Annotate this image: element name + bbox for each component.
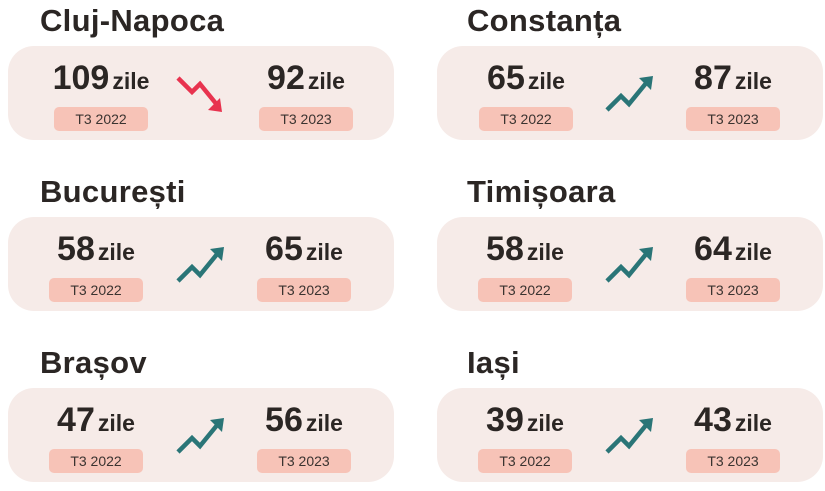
stat-unit: zile: [734, 410, 772, 436]
stat-before: 65 zile T3 2022: [466, 58, 586, 131]
period-badge: T3 2022: [49, 278, 143, 302]
stat-before: 58 zile T3 2022: [465, 229, 585, 302]
stat-card: 39 zile T3 2022 43 zile T3 2023: [437, 388, 823, 482]
trend-down-icon: [176, 76, 222, 112]
stat-number: 64: [694, 230, 732, 268]
stat-unit: zile: [527, 68, 565, 94]
stat-number: 58: [486, 230, 524, 268]
period-badge: T3 2023: [686, 449, 780, 473]
stat-unit: zile: [97, 410, 135, 436]
trend-up-icon: [176, 247, 224, 283]
stat-number: 58: [57, 230, 95, 268]
stat-before: 47 zile T3 2022: [36, 400, 156, 473]
stat-number: 47: [57, 401, 95, 439]
city-name: Timișoara: [467, 174, 616, 209]
stat-number: 109: [52, 59, 110, 97]
stat-number: 65: [265, 230, 303, 268]
period-badge: T3 2022: [54, 107, 148, 131]
stat-unit: zile: [526, 239, 564, 265]
city-name: București: [40, 174, 186, 209]
period-badge: T3 2022: [479, 107, 573, 131]
stat-card: 65 zile T3 2022 87 zile T3 2023: [437, 46, 823, 140]
stat-unit: zile: [305, 239, 343, 265]
stat-unit: zile: [734, 68, 772, 94]
trend-up-icon: [605, 418, 653, 454]
city-name: Brașov: [40, 345, 147, 380]
stat-number: 92: [267, 59, 305, 97]
period-badge: T3 2022: [478, 278, 572, 302]
stat-unit: zile: [305, 410, 343, 436]
stat-card: 109 zile T3 2022 92 zile T3 2023: [8, 46, 394, 140]
stat-card: 47 zile T3 2022 56 zile T3 2023: [8, 388, 394, 482]
period-badge: T3 2023: [259, 107, 353, 131]
stat-number: 65: [487, 59, 525, 97]
stat-after: 56 zile T3 2023: [244, 400, 364, 473]
stat-card: 58 zile T3 2022 65 zile T3 2023: [8, 217, 394, 311]
city-name: Constanța: [467, 3, 622, 38]
period-badge: T3 2022: [478, 449, 572, 473]
stat-after: 65 zile T3 2023: [244, 229, 364, 302]
stat-number: 87: [694, 59, 732, 97]
stat-after: 64 zile T3 2023: [673, 229, 793, 302]
stat-unit: zile: [112, 68, 150, 94]
stat-number: 56: [265, 401, 303, 439]
city-name: Iași: [467, 345, 520, 380]
trend-up-icon: [605, 76, 653, 112]
city-name: Cluj-Napoca: [40, 3, 225, 38]
stat-card: 58 zile T3 2022 64 zile T3 2023: [437, 217, 823, 311]
period-badge: T3 2023: [686, 278, 780, 302]
stat-after: 92 zile T3 2023: [246, 58, 366, 131]
stat-before: 39 zile T3 2022: [465, 400, 585, 473]
period-badge: T3 2023: [257, 278, 351, 302]
trend-up-icon: [176, 418, 224, 454]
period-badge: T3 2023: [257, 449, 351, 473]
period-badge: T3 2022: [49, 449, 143, 473]
stat-before: 109 zile T3 2022: [41, 58, 161, 131]
stat-before: 58 zile T3 2022: [36, 229, 156, 302]
period-badge: T3 2023: [686, 107, 780, 131]
trend-up-icon: [605, 247, 653, 283]
stat-number: 43: [694, 401, 732, 439]
stat-unit: zile: [526, 410, 564, 436]
stat-unit: zile: [734, 239, 772, 265]
stat-unit: zile: [307, 68, 345, 94]
stat-after: 43 zile T3 2023: [673, 400, 793, 473]
stat-unit: zile: [97, 239, 135, 265]
stat-after: 87 zile T3 2023: [673, 58, 793, 131]
stat-number: 39: [486, 401, 524, 439]
